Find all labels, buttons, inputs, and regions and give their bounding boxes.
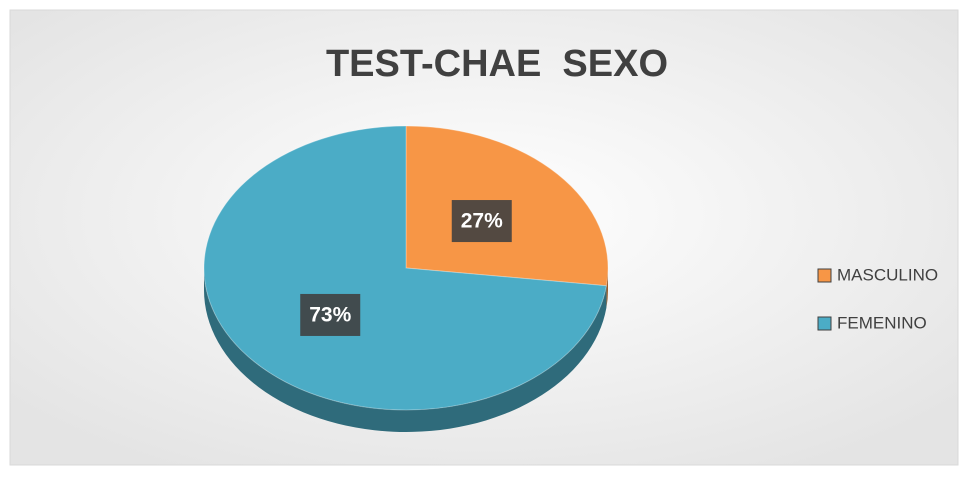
chart-title: TEST-CHAE SEXO <box>326 43 668 85</box>
data-label: 73% <box>309 304 351 327</box>
legend-swatch <box>817 316 832 331</box>
pie-side <box>204 268 607 432</box>
data-label-box <box>451 200 512 243</box>
pie-slice <box>203 125 607 411</box>
legend-label: FEMENINO <box>837 313 927 332</box>
data-label-box <box>300 293 361 336</box>
data-label: 27% <box>461 210 503 233</box>
legend-label: MASCULINO <box>837 265 938 284</box>
pie-side <box>606 268 608 308</box>
legend-swatch <box>817 268 832 283</box>
